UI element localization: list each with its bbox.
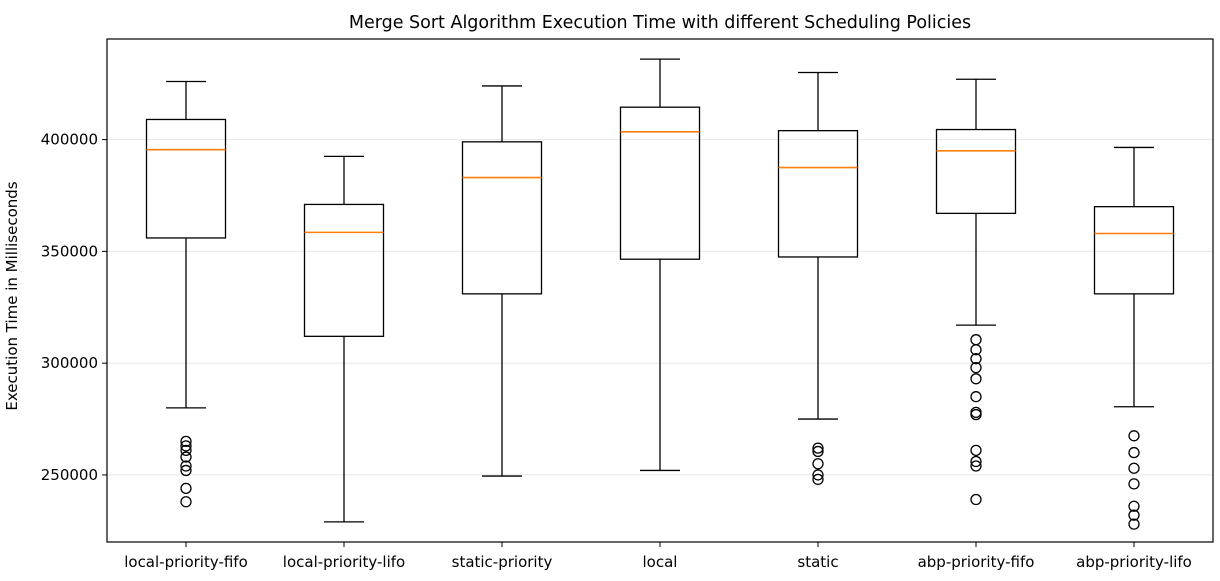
outlier-point bbox=[970, 408, 982, 421]
boxes bbox=[145, 58, 1175, 530]
outlier-point bbox=[970, 391, 982, 403]
outlier-point bbox=[180, 496, 192, 508]
box-iqr bbox=[461, 141, 543, 295]
box-group-6 bbox=[1093, 146, 1175, 530]
plot-frame bbox=[106, 38, 1214, 543]
outlier-point bbox=[180, 482, 192, 494]
box-group-5 bbox=[935, 78, 1017, 506]
box-iqr bbox=[1093, 206, 1175, 295]
outlier-point bbox=[1128, 478, 1140, 490]
y-tick-label-3: 400000 bbox=[41, 131, 98, 149]
outlier-point bbox=[970, 353, 982, 365]
outlier-point bbox=[812, 442, 824, 454]
box-iqr bbox=[777, 130, 859, 258]
y-axis-label: Execution Time in Milliseconds bbox=[3, 181, 21, 410]
outlier-point bbox=[1128, 509, 1140, 521]
box-iqr bbox=[303, 203, 385, 337]
box-iqr bbox=[145, 118, 227, 239]
category-label-3: local bbox=[643, 553, 678, 571]
category-label-5: abp-priority-fifo bbox=[918, 553, 1035, 571]
box-iqr bbox=[619, 106, 701, 260]
y-tick-label-2: 350000 bbox=[41, 242, 98, 260]
outlier-point bbox=[812, 445, 824, 458]
gridlines bbox=[107, 139, 1213, 476]
outlier-point bbox=[812, 473, 824, 486]
outlier-point bbox=[1128, 446, 1140, 459]
category-label-0: local-priority-fifo bbox=[124, 553, 248, 571]
outlier-point bbox=[1128, 462, 1140, 474]
box-iqr bbox=[935, 128, 1017, 215]
box-group-0 bbox=[145, 80, 227, 508]
outlier-point bbox=[180, 451, 192, 463]
y-tick-label-1: 300000 bbox=[41, 354, 98, 372]
outlier-point bbox=[180, 440, 192, 452]
outlier-point bbox=[180, 460, 192, 472]
axes: 250000 300000 350000 400000 local-priority-f… bbox=[41, 131, 1192, 571]
outlier-point bbox=[970, 460, 982, 472]
box-group-2 bbox=[461, 85, 543, 477]
outlier-point bbox=[812, 458, 824, 470]
outlier-point bbox=[180, 464, 192, 477]
outlier-point bbox=[1128, 518, 1140, 530]
outlier-point bbox=[180, 435, 192, 448]
box-group-3 bbox=[619, 58, 701, 472]
outlier-point bbox=[1128, 430, 1140, 442]
category-label-1: local-priority-lifo bbox=[283, 553, 405, 571]
box-group-4 bbox=[777, 71, 859, 486]
outlier-point bbox=[970, 334, 982, 346]
outlier-point bbox=[1128, 500, 1140, 512]
outlier-point bbox=[970, 493, 982, 506]
outlier-point bbox=[970, 455, 982, 468]
category-label-4: static bbox=[797, 553, 838, 571]
category-label-6: abp-priority-lifo bbox=[1076, 553, 1192, 571]
box-group-1 bbox=[303, 155, 385, 523]
outlier-point bbox=[970, 406, 982, 418]
category-label-2: static-priority bbox=[452, 553, 553, 571]
outlier-point bbox=[812, 469, 824, 481]
outlier-point bbox=[180, 444, 192, 456]
outlier-point bbox=[970, 444, 982, 456]
y-tick-label-0: 250000 bbox=[41, 466, 98, 484]
outlier-point bbox=[970, 373, 982, 385]
chart-title: Merge Sort Algorithm Execution Time with… bbox=[349, 13, 971, 33]
outlier-point bbox=[970, 361, 982, 374]
